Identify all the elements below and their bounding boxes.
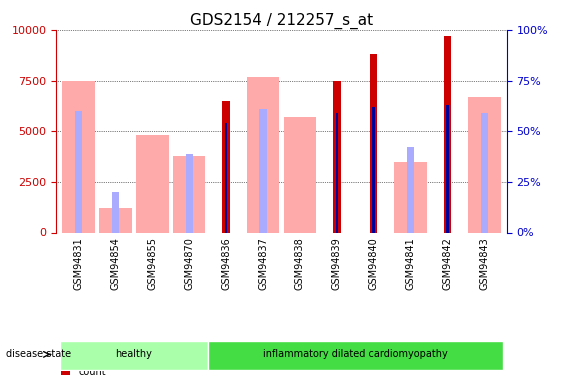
Text: disease state: disease state	[6, 350, 71, 359]
Bar	[111, 192, 119, 232]
Bar	[333, 81, 341, 232]
Bar	[336, 113, 338, 232]
Bar	[444, 36, 452, 232]
Bar	[99, 208, 132, 232]
FancyBboxPatch shape	[60, 341, 208, 370]
Text: inflammatory dilated cardiomyopathy: inflammatory dilated cardiomyopathy	[263, 350, 448, 359]
Bar	[407, 147, 414, 232]
Bar	[395, 162, 427, 232]
Bar	[284, 117, 316, 232]
Bar	[370, 54, 377, 232]
Bar	[446, 105, 449, 232]
Bar	[186, 153, 193, 232]
Bar	[75, 111, 82, 232]
Bar	[481, 113, 488, 232]
Bar	[247, 76, 279, 232]
Bar	[373, 107, 375, 232]
FancyBboxPatch shape	[208, 341, 503, 370]
Legend: count, percentile rank within the sample, value, Detection Call = ABSENT, rank, : count, percentile rank within the sample…	[57, 363, 247, 375]
Bar	[62, 81, 95, 232]
Bar	[222, 101, 230, 232]
Text: healthy: healthy	[115, 350, 152, 359]
Bar	[468, 97, 501, 232]
Bar	[136, 135, 168, 232]
Bar	[260, 109, 267, 232]
Bar	[225, 123, 227, 232]
Title: GDS2154 / 212257_s_at: GDS2154 / 212257_s_at	[190, 12, 373, 28]
Bar	[173, 156, 205, 232]
